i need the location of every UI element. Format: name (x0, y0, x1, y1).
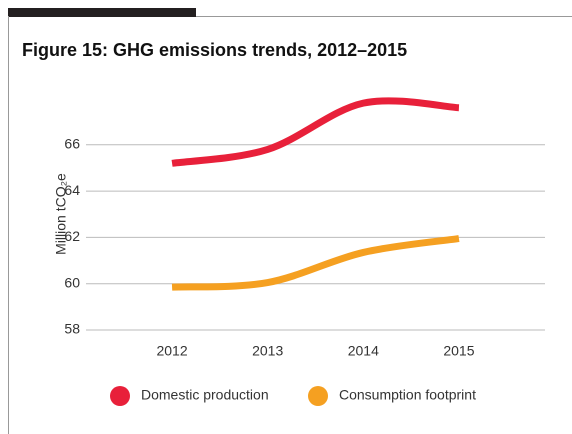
y-tick-label: 64 (64, 182, 80, 198)
chart-title: Figure 15: GHG emissions trends, 2012–20… (22, 40, 407, 60)
y-tick-label: 58 (64, 321, 80, 337)
x-tick-label: 2015 (443, 343, 474, 359)
y-tick-label: 60 (64, 274, 80, 290)
line-series (171, 235, 460, 291)
legend-label: Domestic production (141, 387, 269, 403)
legend-swatch (110, 386, 130, 406)
line-series (171, 97, 460, 167)
legend-label: Consumption footprint (339, 387, 476, 403)
x-tick-label: 2014 (348, 343, 379, 359)
x-tick-label: 2013 (252, 343, 283, 359)
x-tick-label: 2012 (156, 343, 187, 359)
legend-swatch (308, 386, 328, 406)
y-axis-label: Million tCO₂e (53, 173, 69, 255)
y-tick-label: 62 (64, 228, 80, 244)
header-bar (8, 8, 196, 17)
y-tick-label: 66 (64, 136, 80, 152)
